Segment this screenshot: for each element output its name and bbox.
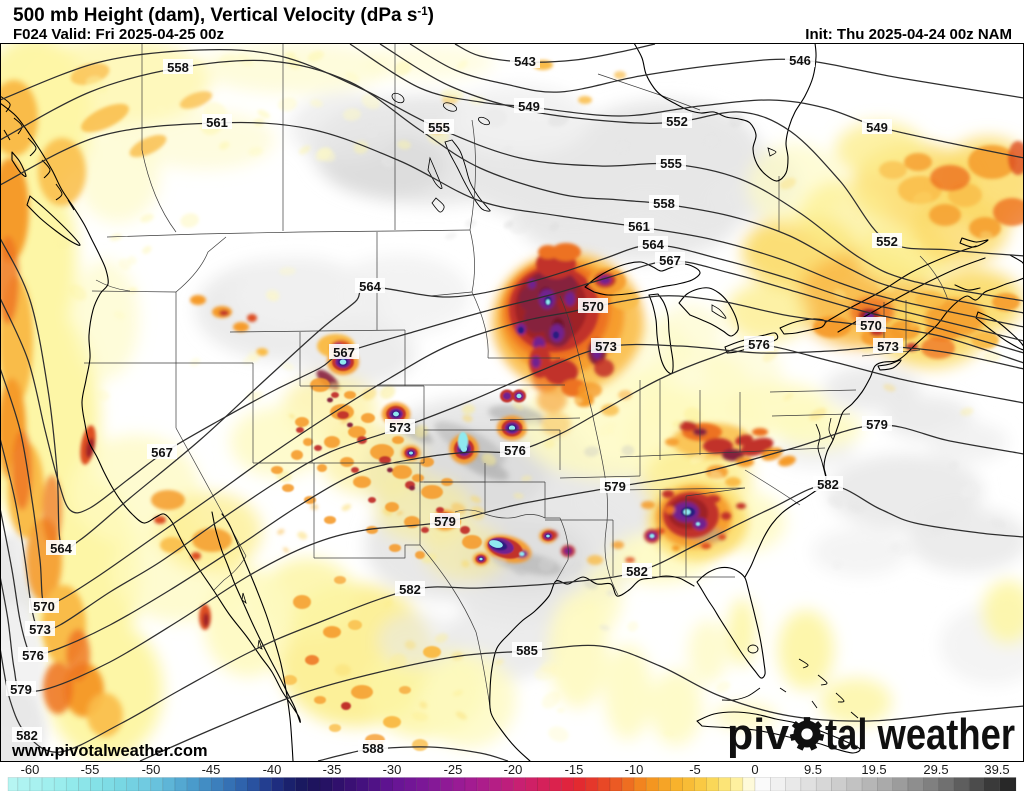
svg-text:570: 570 bbox=[582, 299, 604, 314]
svg-text:579: 579 bbox=[10, 682, 32, 697]
svg-text:19.5: 19.5 bbox=[861, 762, 886, 777]
svg-text:561: 561 bbox=[628, 219, 650, 234]
svg-text:-55: -55 bbox=[81, 762, 100, 777]
svg-text:567: 567 bbox=[333, 345, 355, 360]
svg-text:-30: -30 bbox=[383, 762, 402, 777]
svg-text:573: 573 bbox=[877, 339, 899, 354]
svg-text:576: 576 bbox=[22, 648, 44, 663]
svg-text:570: 570 bbox=[33, 599, 55, 614]
svg-text:585: 585 bbox=[516, 643, 538, 658]
svg-text:-35: -35 bbox=[323, 762, 342, 777]
svg-text:piv: piv bbox=[727, 710, 790, 759]
svg-text:573: 573 bbox=[29, 622, 51, 637]
svg-text:-20: -20 bbox=[504, 762, 523, 777]
svg-text:561: 561 bbox=[206, 115, 228, 130]
svg-text:573: 573 bbox=[595, 339, 617, 354]
svg-text:582: 582 bbox=[626, 564, 648, 579]
svg-text:567: 567 bbox=[151, 445, 173, 460]
svg-text:567: 567 bbox=[659, 253, 681, 268]
svg-text:www.pivotalweather.com: www.pivotalweather.com bbox=[11, 742, 208, 760]
svg-text:549: 549 bbox=[518, 99, 540, 114]
svg-text:-40: -40 bbox=[263, 762, 282, 777]
svg-text:0: 0 bbox=[751, 762, 758, 777]
svg-text:-45: -45 bbox=[202, 762, 221, 777]
svg-text:579: 579 bbox=[866, 417, 888, 432]
svg-text:555: 555 bbox=[428, 120, 450, 135]
svg-text:570: 570 bbox=[860, 318, 882, 333]
svg-text:Init: Thu 2025-04-24 00z NAM: Init: Thu 2025-04-24 00z NAM bbox=[805, 26, 1012, 43]
svg-text:558: 558 bbox=[653, 196, 675, 211]
svg-text:558: 558 bbox=[167, 60, 189, 75]
svg-text:-60: -60 bbox=[21, 762, 40, 777]
svg-text:576: 576 bbox=[748, 337, 770, 352]
svg-text:582: 582 bbox=[817, 477, 839, 492]
svg-text:564: 564 bbox=[50, 541, 72, 556]
svg-text:546: 546 bbox=[789, 53, 811, 68]
svg-text:39.5: 39.5 bbox=[984, 762, 1009, 777]
svg-text:555: 555 bbox=[660, 156, 682, 171]
svg-text:-5: -5 bbox=[689, 762, 701, 777]
svg-text:-15: -15 bbox=[565, 762, 584, 777]
svg-text:582: 582 bbox=[16, 728, 38, 743]
svg-text:500 mb Height (dam), Vertical: 500 mb Height (dam), Vertical Velocity (… bbox=[13, 5, 434, 26]
svg-text:573: 573 bbox=[389, 420, 411, 435]
svg-text:582: 582 bbox=[399, 582, 421, 597]
svg-text:576: 576 bbox=[504, 443, 526, 458]
svg-text:F024 Valid: Fri 2025-04-25 00z: F024 Valid: Fri 2025-04-25 00z bbox=[13, 26, 224, 43]
svg-text:29.5: 29.5 bbox=[923, 762, 948, 777]
svg-text:549: 549 bbox=[866, 120, 888, 135]
svg-text:552: 552 bbox=[666, 114, 688, 129]
svg-text:579: 579 bbox=[434, 514, 456, 529]
svg-text:579: 579 bbox=[604, 479, 626, 494]
svg-text:564: 564 bbox=[359, 279, 381, 294]
svg-text:543: 543 bbox=[514, 54, 536, 69]
svg-text:564: 564 bbox=[642, 237, 664, 252]
svg-text:9.5: 9.5 bbox=[804, 762, 822, 777]
svg-text:tal weather: tal weather bbox=[825, 710, 1015, 759]
svg-text:552: 552 bbox=[876, 234, 898, 249]
svg-text:-50: -50 bbox=[142, 762, 161, 777]
svg-text:-10: -10 bbox=[625, 762, 644, 777]
svg-text:-25: -25 bbox=[444, 762, 463, 777]
svg-text:588: 588 bbox=[362, 741, 384, 756]
